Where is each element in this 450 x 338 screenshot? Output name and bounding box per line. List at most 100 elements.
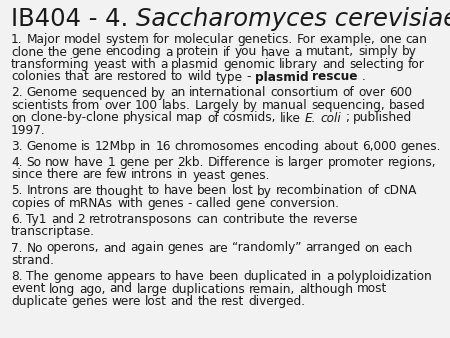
Text: over: over [104, 99, 131, 112]
Text: with: with [117, 197, 143, 210]
Text: few: few [106, 169, 127, 182]
Text: about: about [323, 140, 358, 153]
Text: genomic: genomic [223, 58, 275, 71]
Text: one: one [379, 33, 402, 46]
Text: long: long [49, 283, 76, 295]
Text: 1.: 1. [11, 33, 22, 46]
Text: genes: genes [167, 241, 204, 255]
Text: are: are [82, 169, 102, 182]
Text: encoding: encoding [105, 46, 161, 58]
Text: conversion.: conversion. [270, 197, 340, 210]
Text: yeast: yeast [192, 169, 225, 182]
Text: map: map [176, 112, 203, 124]
Text: polyploidization: polyploidization [337, 270, 433, 283]
Text: 6.: 6. [11, 213, 22, 226]
Text: example,: example, [320, 33, 375, 46]
Text: lost: lost [145, 295, 167, 308]
Text: most: most [357, 283, 387, 295]
Text: thought: thought [96, 185, 144, 197]
Text: type: type [215, 71, 242, 83]
Text: chromosomes: chromosomes [175, 140, 260, 153]
Text: genes: genes [71, 295, 108, 308]
Text: with: with [130, 58, 156, 71]
Text: in: in [140, 140, 151, 153]
Text: the: the [47, 46, 67, 58]
Text: since: since [11, 169, 42, 182]
Text: gene: gene [119, 156, 149, 169]
Text: 2: 2 [77, 213, 86, 226]
Text: gene: gene [71, 46, 101, 58]
Text: restored: restored [117, 71, 167, 83]
Text: there: there [46, 169, 78, 182]
Text: to: to [148, 185, 160, 197]
Text: 5.: 5. [11, 185, 22, 197]
Text: genes.: genes. [229, 169, 270, 182]
Text: Largely: Largely [194, 99, 239, 112]
Text: although: although [299, 283, 353, 295]
Text: duplicate: duplicate [11, 295, 67, 308]
Text: simply: simply [358, 46, 398, 58]
Text: Difference: Difference [208, 156, 270, 169]
Text: on: on [11, 112, 26, 124]
Text: rescue: rescue [312, 71, 358, 83]
Text: 2.: 2. [11, 87, 22, 99]
Text: genetics.: genetics. [238, 33, 293, 46]
Text: selecting: selecting [349, 58, 404, 71]
Text: an: an [170, 87, 185, 99]
Text: sequencing,: sequencing, [311, 99, 385, 112]
Text: duplicated: duplicated [243, 270, 307, 283]
Text: operons,: operons, [47, 241, 99, 255]
Text: Introns: Introns [26, 185, 68, 197]
Text: in: in [177, 169, 189, 182]
Text: clone-by-clone: clone-by-clone [30, 112, 119, 124]
Text: you: you [235, 46, 257, 58]
Text: retrotransposons: retrotransposons [89, 213, 193, 226]
Text: for: for [153, 33, 170, 46]
Text: Ty1: Ty1 [27, 213, 47, 226]
Text: 600: 600 [389, 87, 412, 99]
Text: 1997.: 1997. [11, 124, 45, 137]
Text: by: by [243, 99, 258, 112]
Text: and: and [110, 283, 133, 295]
Text: reverse: reverse [312, 213, 358, 226]
Text: genes: genes [147, 197, 184, 210]
Text: and: and [103, 241, 126, 255]
Text: of: of [207, 112, 219, 124]
Text: .: . [362, 71, 366, 83]
Text: have: have [74, 156, 104, 169]
Text: protein: protein [176, 46, 220, 58]
Text: again: again [130, 241, 164, 255]
Text: “randomly”: “randomly” [232, 241, 301, 255]
Text: a: a [295, 46, 302, 58]
Text: 100: 100 [135, 99, 158, 112]
Text: wild: wild [187, 71, 212, 83]
Text: are: are [208, 241, 228, 255]
Text: if: if [223, 46, 231, 58]
Text: large: large [136, 283, 167, 295]
Text: colonies: colonies [11, 71, 61, 83]
Text: of: of [342, 87, 354, 99]
Text: Genome: Genome [27, 87, 77, 99]
Text: genes.: genes. [400, 140, 441, 153]
Text: and: and [51, 213, 74, 226]
Text: have: have [261, 46, 291, 58]
Text: is: is [274, 156, 284, 169]
Text: of: of [367, 185, 379, 197]
Text: remain,: remain, [249, 283, 295, 295]
Text: 4.: 4. [11, 156, 22, 169]
Text: rest: rest [221, 295, 244, 308]
Text: duplications: duplications [171, 283, 245, 295]
Text: system: system [105, 33, 149, 46]
Text: No: No [26, 241, 43, 255]
Text: clone: clone [11, 46, 44, 58]
Text: on: on [364, 241, 379, 255]
Text: over: over [358, 87, 385, 99]
Text: physical: physical [122, 112, 172, 124]
Text: contribute: contribute [222, 213, 285, 226]
Text: 12Mbp: 12Mbp [95, 140, 136, 153]
Text: to: to [159, 270, 171, 283]
Text: per: per [153, 156, 174, 169]
Text: event: event [11, 283, 45, 295]
Text: 8.: 8. [11, 270, 22, 283]
Text: consortium: consortium [270, 87, 338, 99]
